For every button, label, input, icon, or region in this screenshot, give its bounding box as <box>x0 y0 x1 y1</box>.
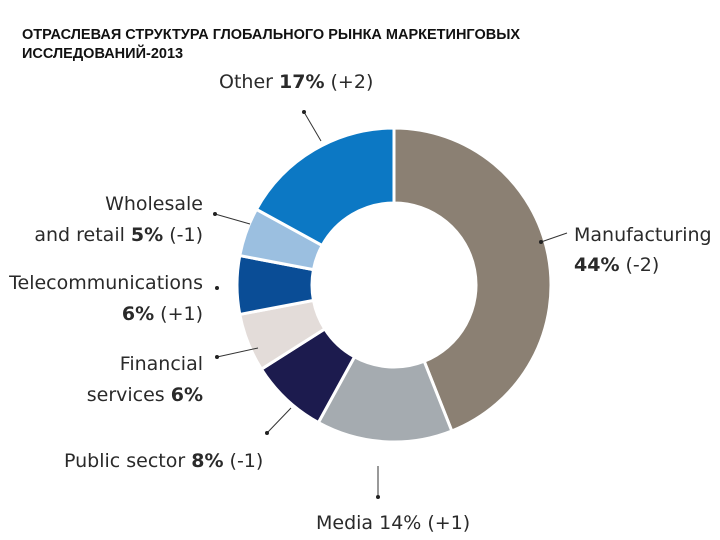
leader-line-other <box>303 111 322 142</box>
label-public-sector: Public sector 8% (-1) <box>64 407 292 472</box>
donut-slices <box>235 126 553 444</box>
label-manufacturing-line-2: 44% (-2) <box>574 254 659 276</box>
label-media: Media 14% (+1) <box>316 466 470 534</box>
label-wholesale-and-retail-line-2: and retail 5% (-1) <box>34 224 203 246</box>
leader-line-manufacturing <box>540 232 568 243</box>
chart-title: ОТРАСЛЕВАЯ СТРУКТУРА ГЛОБАЛЬНОГО РЫНКА М… <box>22 26 682 64</box>
label-manufacturing-line-1: Manufacturing <box>574 224 712 246</box>
label-financial-services: Financial services 6% <box>87 347 259 406</box>
label-telecommunications-line-1: Telecommunications <box>8 272 203 294</box>
label-financial-services-line-1: Financial <box>120 353 203 375</box>
leader-line-financial-services <box>216 347 259 358</box>
label-telecommunications: Telecommunications 6% (+1) <box>8 272 219 325</box>
chart-title-line-1: ОТРАСЛЕВАЯ СТРУКТУРА ГЛОБАЛЬНОГО РЫНКА М… <box>22 27 521 43</box>
leader-dot-wholesale-and-retail <box>213 212 217 216</box>
label-financial-services-line-2: services 6% <box>87 384 203 406</box>
label-telecommunications-line-2: 6% (+1) <box>122 303 203 325</box>
slice-manufacturing <box>392 126 553 433</box>
leader-dot-financial-services <box>215 355 219 359</box>
label-other: Other 17% (+2) <box>219 71 373 142</box>
label-media-line-1: Media 14% (+1) <box>316 512 470 534</box>
label-other-line-1: Other 17% (+2) <box>219 71 373 93</box>
leader-dot-media <box>376 495 380 499</box>
leader-dot-telecommunications <box>215 286 219 290</box>
label-wholesale-and-retail: Wholesale and retail 5% (-1) <box>34 193 251 246</box>
slice-other <box>254 126 396 248</box>
leader-dot-manufacturing <box>539 240 543 244</box>
leader-dot-other <box>302 110 306 114</box>
label-wholesale-and-retail-line-1: Wholesale <box>105 193 203 215</box>
leader-dot-public-sector <box>265 431 269 435</box>
label-public-sector-line-1: Public sector 8% (-1) <box>64 450 263 472</box>
label-manufacturing: Manufacturing 44% (-2) <box>539 224 712 276</box>
chart-title-line-2: ИССЛЕДОВАНИЙ-2013 <box>22 46 184 62</box>
leader-line-public-sector <box>266 407 292 434</box>
leader-line-wholesale-and-retail <box>214 213 251 225</box>
